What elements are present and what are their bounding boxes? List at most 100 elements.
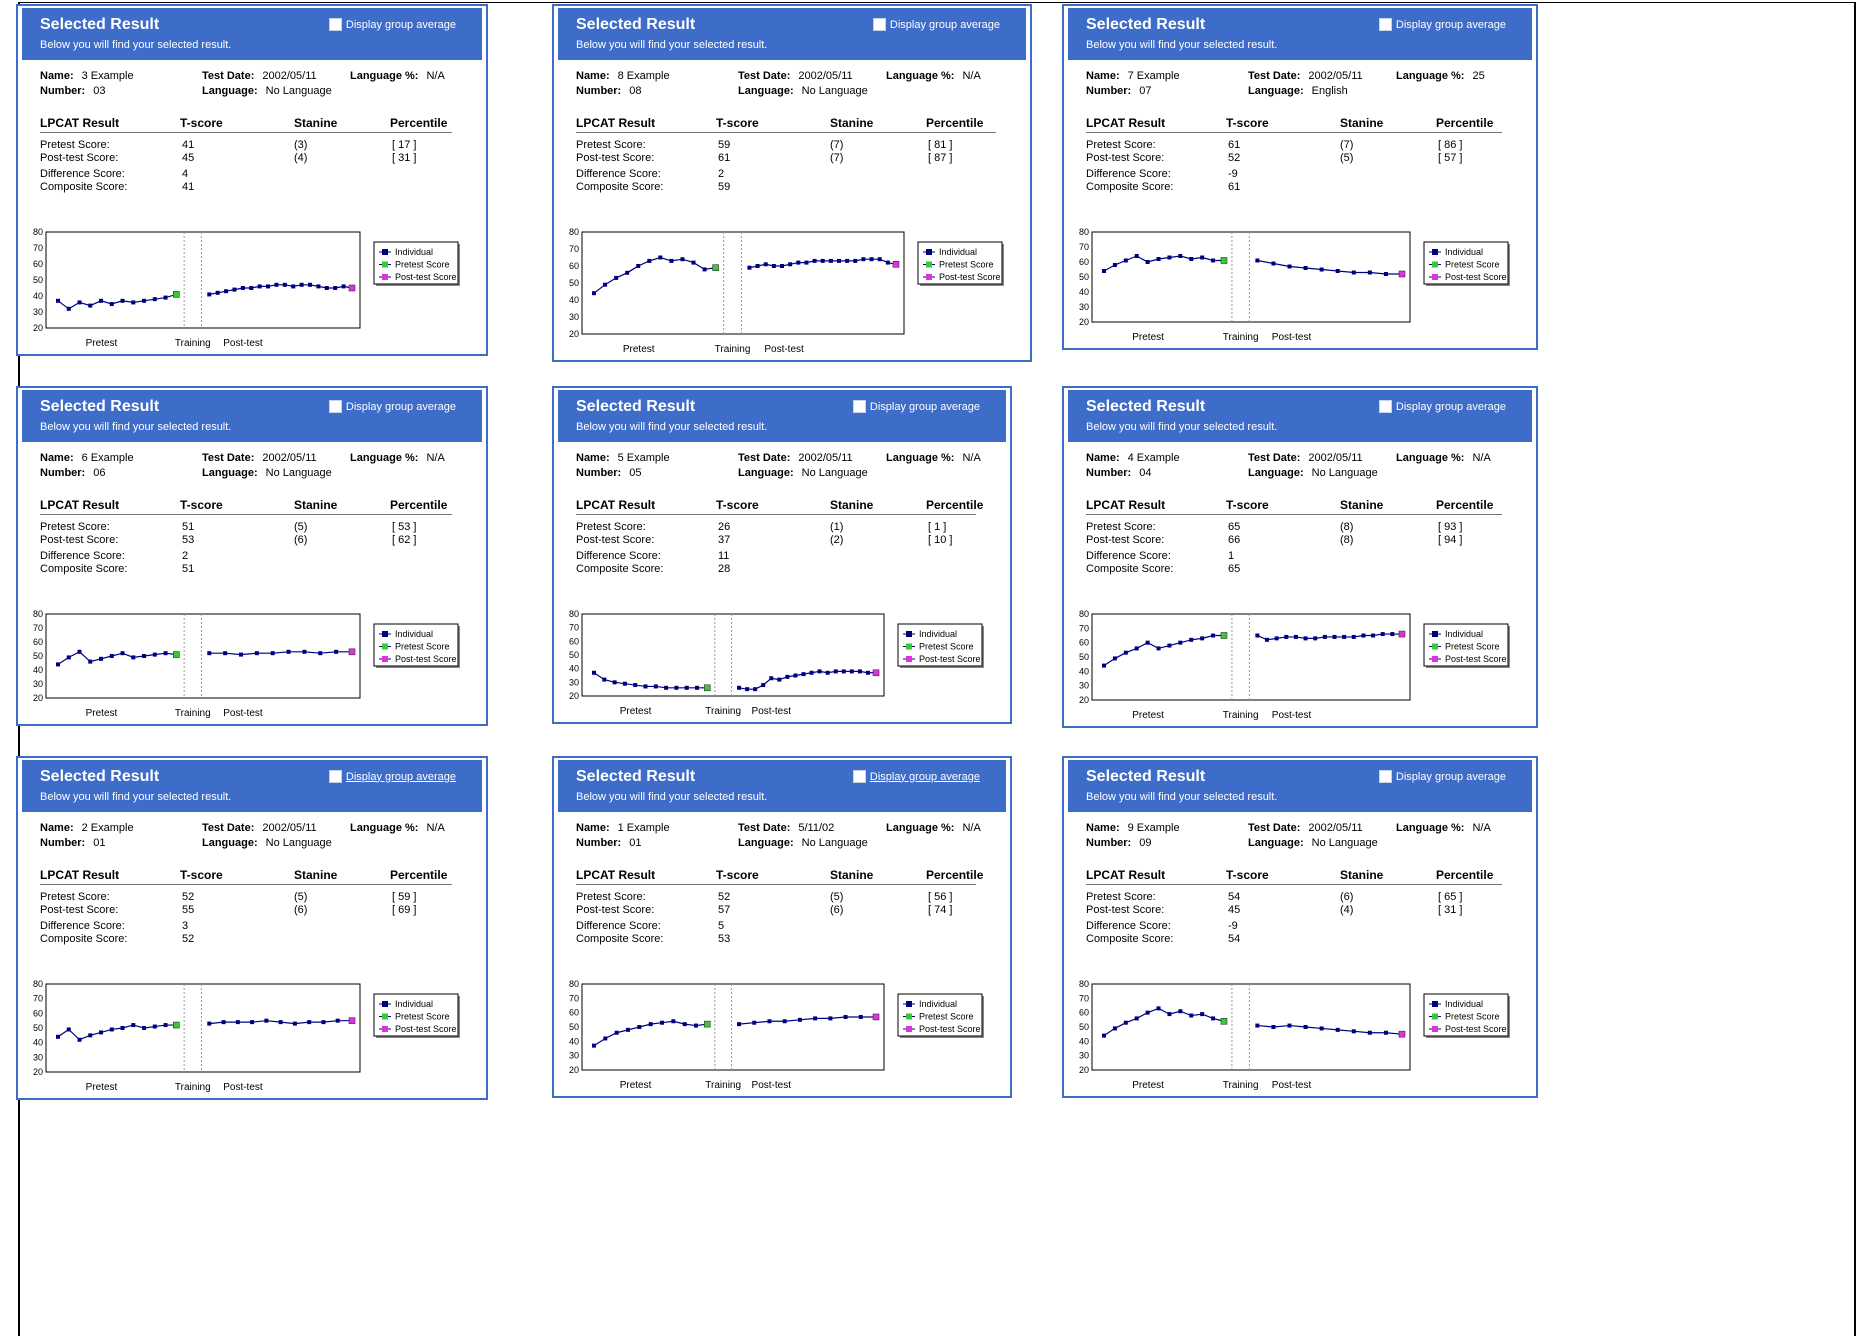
- y-tick-label: 20: [569, 691, 579, 701]
- plot-area: [581, 983, 885, 1071]
- pretest-tscore: 26: [718, 521, 731, 533]
- tscore-header: T-score: [716, 498, 759, 512]
- checkbox-box[interactable]: [1378, 400, 1392, 413]
- posttest-point: [769, 676, 774, 681]
- checkbox-box[interactable]: [872, 18, 886, 31]
- pretest-point: [120, 1026, 125, 1030]
- panel-header: Selected Result Below you will find your …: [1068, 8, 1532, 60]
- posttest-point: [335, 1018, 340, 1023]
- posttest-point: [755, 264, 760, 268]
- posttest-point: [857, 669, 862, 674]
- composite-score-value: 52: [182, 933, 195, 945]
- number-field-value: 05: [629, 467, 642, 479]
- y-tick-label: 50: [1079, 272, 1089, 282]
- x-axis-label: Post-test: [223, 1082, 263, 1093]
- percentile-header: Percentile: [926, 116, 984, 130]
- group-average-checkbox[interactable]: Display group average: [872, 18, 1000, 31]
- lpcat-result-header: LPCAT Result: [40, 498, 120, 512]
- posttest-point: [1303, 636, 1308, 641]
- checkbox-box[interactable]: [852, 770, 866, 783]
- table-divider: [40, 132, 452, 133]
- language-field-value: No Language: [265, 837, 332, 849]
- pretest-point: [633, 683, 638, 688]
- posttest-stanine: (5): [1340, 152, 1354, 164]
- chart-legend: Individual Pretest Score Post-test Score: [373, 623, 460, 668]
- pretest-point: [653, 684, 658, 689]
- pretest-point: [695, 685, 700, 690]
- posttest-point: [1351, 270, 1356, 275]
- pretest-score-marker: [704, 1020, 711, 1028]
- checkbox-label: Display group average: [1395, 18, 1506, 31]
- language-pct-field-label: Language %:: [886, 822, 955, 834]
- pretest-point: [592, 670, 596, 675]
- posttest-point: [207, 651, 212, 656]
- checkbox-box[interactable]: [328, 770, 342, 783]
- posttest-point: [1351, 634, 1356, 639]
- pretest-tscore: 41: [182, 139, 195, 151]
- x-axis-label: Post-test: [752, 1080, 792, 1091]
- group-average-checkbox[interactable]: Display group average: [1378, 18, 1506, 31]
- name-field: Name: 9 Example: [1086, 822, 1180, 834]
- panel-subtitle: Below you will find your selected result…: [40, 39, 232, 51]
- tscore-header: T-score: [180, 868, 223, 882]
- legend-marker: [382, 643, 388, 650]
- group-average-checkbox[interactable]: Display group average: [328, 18, 456, 31]
- name-field-label: Name:: [40, 822, 74, 834]
- posttest-point: [215, 290, 220, 295]
- number-field-label: Number:: [1086, 467, 1132, 479]
- posttest-point: [1380, 632, 1385, 637]
- posttest-point: [1319, 1026, 1324, 1031]
- y-tick-label: 70: [1079, 993, 1089, 1003]
- tscore-header: T-score: [180, 498, 223, 512]
- pretest-score-marker: [1220, 632, 1228, 639]
- language-field-value: English: [1311, 85, 1348, 97]
- pretest-point: [1123, 650, 1128, 655]
- pretest-point: [99, 298, 104, 303]
- pretest-percentile: [ 56 ]: [928, 891, 953, 903]
- name-field: Name: 7 Example: [1086, 70, 1180, 82]
- checkbox-label: Display group average: [869, 770, 980, 783]
- y-tick-label: 30: [33, 679, 43, 689]
- group-average-checkbox[interactable]: Display group average: [852, 400, 980, 413]
- pretest-stanine: (1): [830, 521, 844, 533]
- group-average-checkbox[interactable]: Display group average: [1378, 400, 1506, 413]
- posttest-stanine: (4): [1340, 904, 1354, 916]
- checkbox-box[interactable]: [328, 18, 342, 31]
- pretest-point: [1167, 643, 1172, 648]
- legend-label: Post-test Score: [395, 654, 457, 664]
- checkbox-box[interactable]: [1378, 770, 1392, 783]
- posttest-tscore: 52: [1228, 152, 1241, 164]
- result-panel: Selected Result Below you will find your …: [16, 4, 488, 356]
- legend-label: Pretest Score: [1445, 260, 1500, 270]
- posttest-tscore: 57: [718, 904, 731, 916]
- checkbox-label: Display group average: [1395, 770, 1506, 783]
- x-axis-label: Pretest: [620, 706, 652, 717]
- pretest-point: [693, 1023, 698, 1028]
- language-pct-field-label: Language %:: [1396, 822, 1465, 834]
- checkbox-box[interactable]: [1378, 18, 1392, 31]
- language-pct-field-value: N/A: [962, 822, 981, 834]
- test-date-field-value: 2002/05/11: [1308, 822, 1363, 834]
- panel-title: Selected Result: [1086, 768, 1206, 785]
- checkbox-box[interactable]: [328, 400, 342, 413]
- pretest-point: [637, 1025, 642, 1029]
- y-tick-label: 40: [33, 291, 43, 301]
- group-average-checkbox[interactable]: Display group average: [852, 770, 980, 783]
- checkbox-box[interactable]: [852, 400, 866, 413]
- pretest-point: [1189, 637, 1194, 642]
- group-average-checkbox[interactable]: Display group average: [328, 400, 456, 413]
- table-divider: [576, 514, 976, 515]
- composite-score-value: 54: [1228, 933, 1241, 945]
- posttest-point: [249, 286, 254, 290]
- group-average-checkbox[interactable]: Display group average: [328, 770, 456, 783]
- pretest-tscore: 52: [182, 891, 195, 903]
- test-date-field-value: 2002/05/11: [1308, 70, 1363, 82]
- stanine-header: Stanine: [830, 116, 874, 130]
- legend-marker: [382, 1026, 388, 1032]
- posttest-percentile: [ 74 ]: [928, 904, 953, 916]
- pretest-point: [1200, 636, 1205, 641]
- test-date-field-value: 2002/05/11: [798, 70, 853, 82]
- posttest-point: [1383, 272, 1388, 276]
- pretest-point: [625, 1027, 630, 1032]
- group-average-checkbox[interactable]: Display group average: [1378, 770, 1506, 783]
